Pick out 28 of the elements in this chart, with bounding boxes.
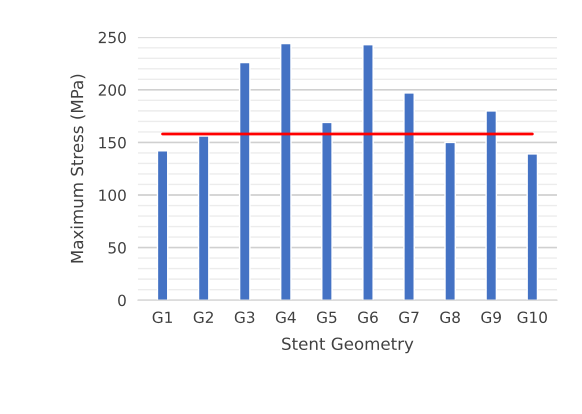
bar <box>321 122 333 300</box>
bar <box>280 42 292 300</box>
y-tick-label: 200 <box>98 84 126 96</box>
y-tick-label: 100 <box>99 189 126 202</box>
x-tick-label: G10 <box>518 312 547 324</box>
x-tick-label: G3 <box>234 312 254 324</box>
bar <box>526 153 538 300</box>
x-tick-label: G7 <box>399 312 419 324</box>
x-tick-label: G2 <box>194 312 213 324</box>
y-axis-title: Maximum Stress (MPa) <box>70 74 86 262</box>
x-tick-label: G5 <box>316 312 336 324</box>
y-tick-label: 0 <box>118 294 126 306</box>
y-tick-label: 150 <box>99 136 126 148</box>
x-tick-label: G4 <box>276 312 296 324</box>
bar <box>403 92 415 300</box>
x-axis-title: Stent Geometry <box>282 337 414 354</box>
bar <box>238 62 251 300</box>
x-tick-label: G9 <box>481 312 501 324</box>
x-tick-label: G6 <box>358 312 378 324</box>
bar <box>485 110 498 300</box>
x-tick-label: G8 <box>440 312 460 324</box>
y-tick-label: 250 <box>98 32 126 44</box>
bar <box>198 135 210 300</box>
bar <box>362 44 374 300</box>
bar <box>156 150 168 300</box>
y-tick-label: 50 <box>108 242 126 254</box>
x-tick-label: G1 <box>152 312 172 324</box>
bar <box>444 142 456 300</box>
